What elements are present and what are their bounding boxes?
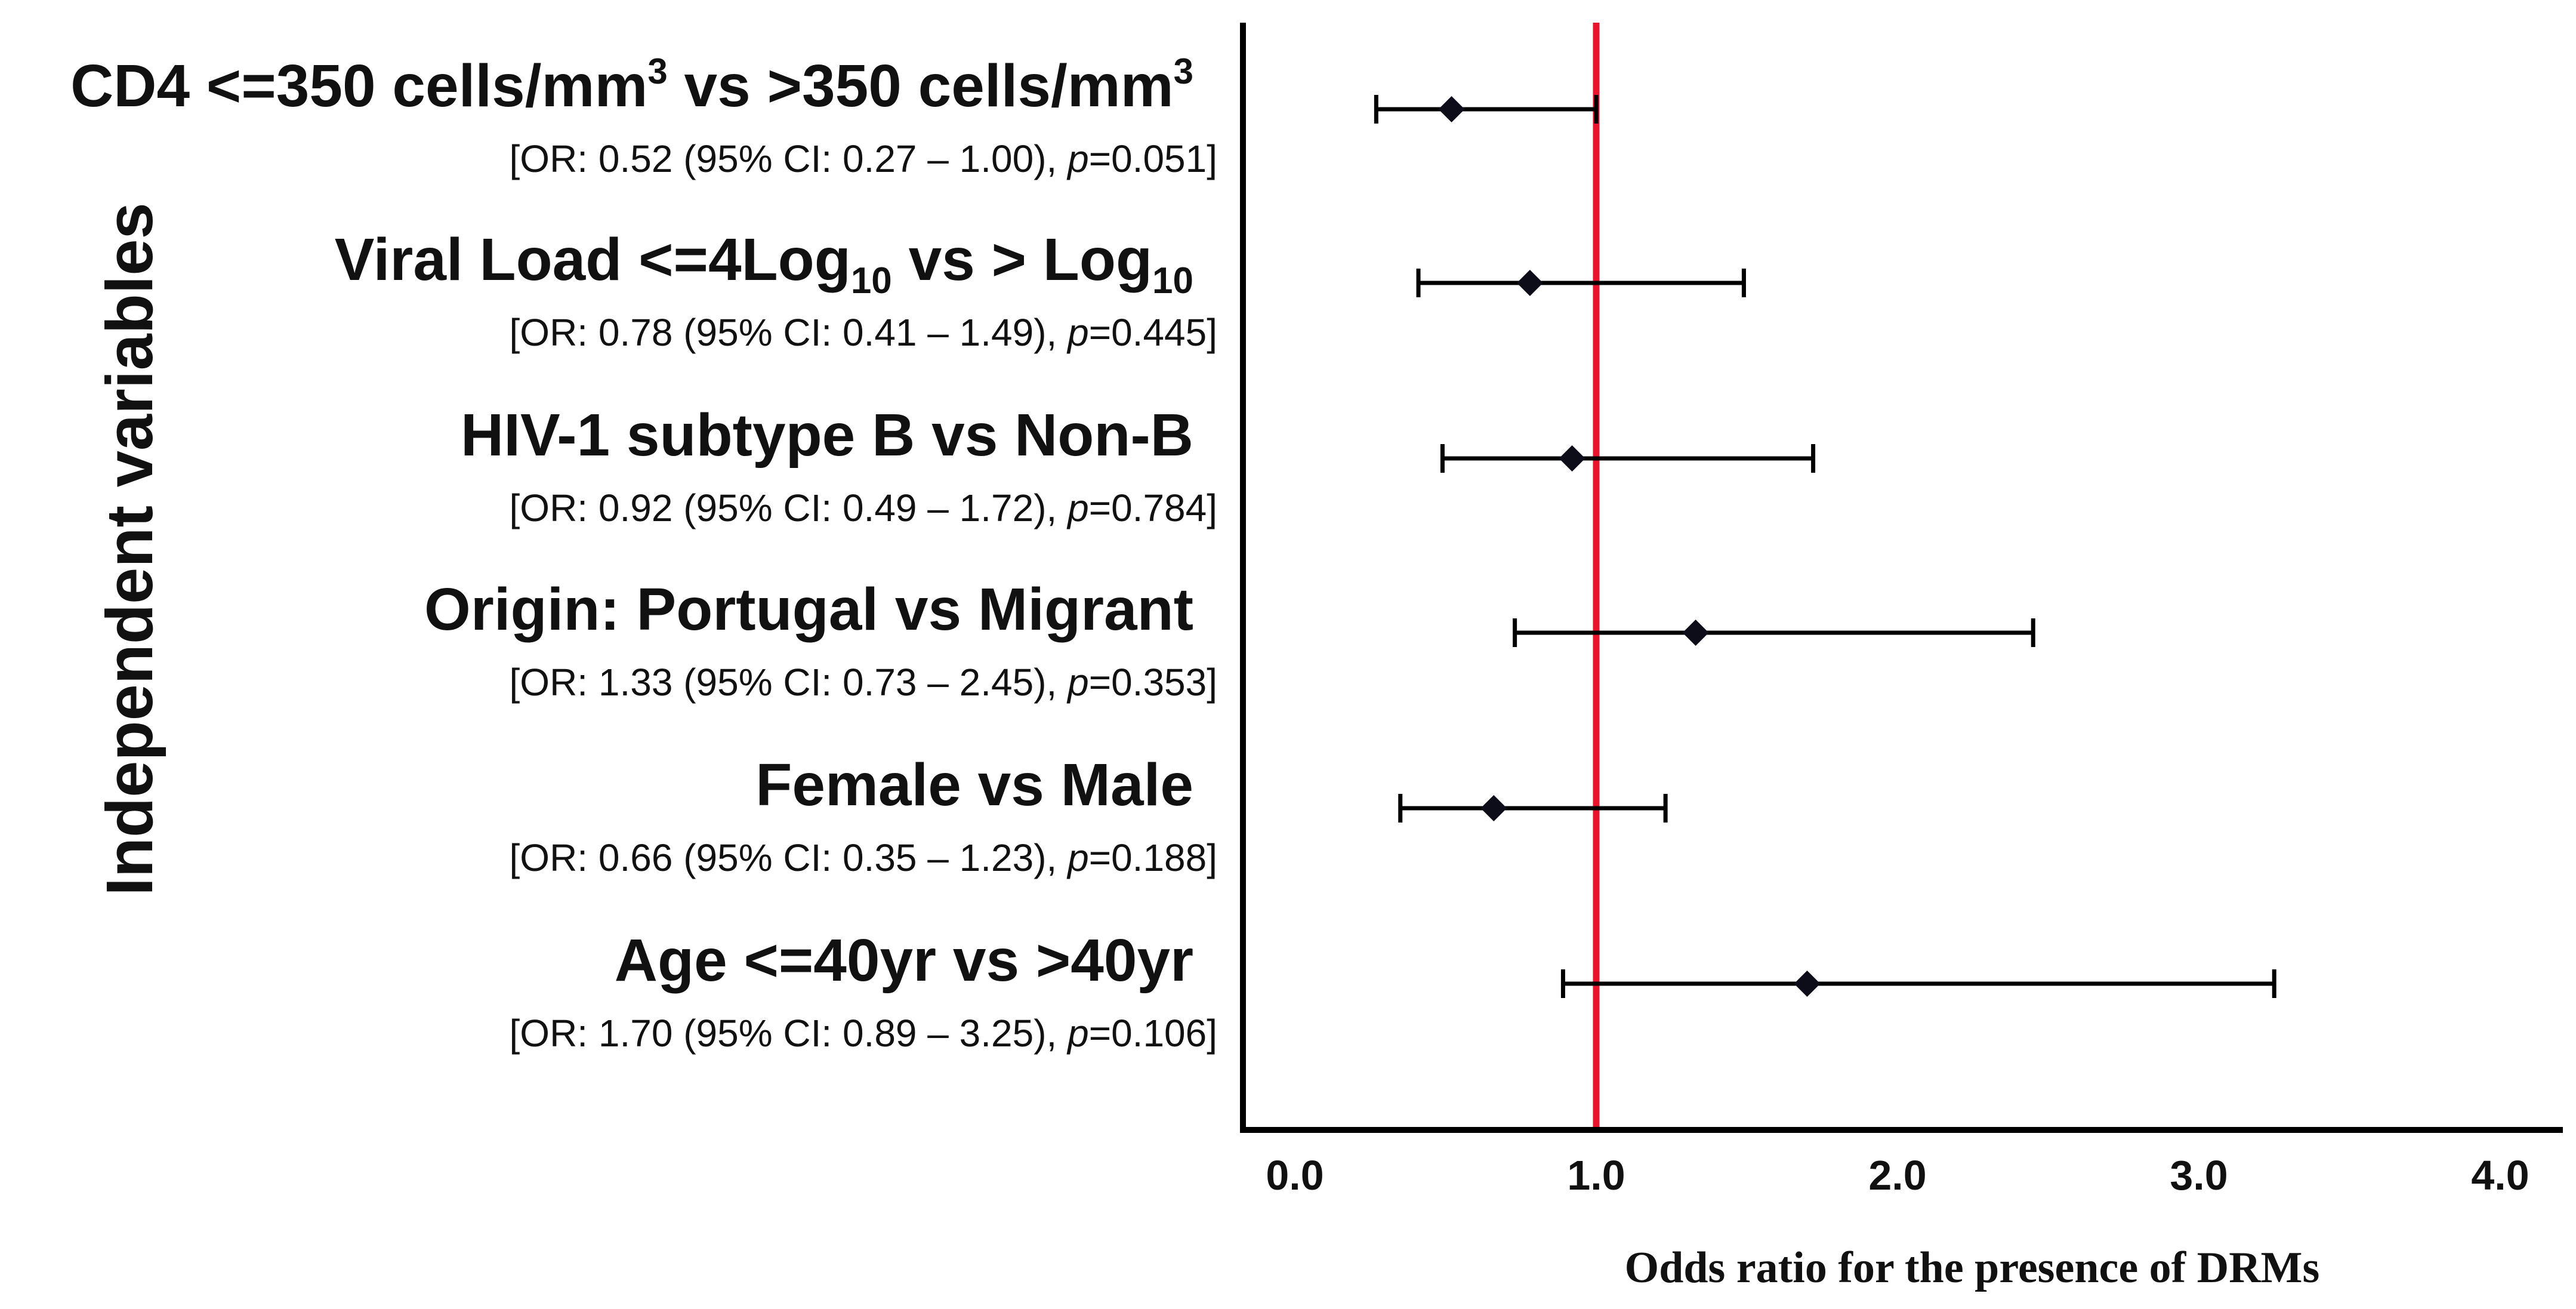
odds-ratio-stats: [OR: 0.52 (95% CI: 0.27 – 1.00), p=0.051…	[510, 137, 1218, 180]
odds-ratio-point	[1516, 270, 1543, 296]
variable-label: Female vs Male	[755, 751, 1193, 818]
stats-text: =0.353]	[1089, 661, 1217, 704]
odds-ratio-point	[1682, 620, 1709, 646]
stats-text: [OR: 0.66 (95% CI: 0.35 – 1.23),	[510, 836, 1068, 879]
stats-text: =0.051]	[1089, 137, 1217, 180]
odds-ratio-stats: [OR: 0.78 (95% CI: 0.41 – 1.49), p=0.445…	[510, 311, 1218, 354]
x-tick-label: 3.0	[2170, 1152, 2228, 1199]
variable-label: HIV-1 subtype B vs Non-B	[461, 402, 1193, 469]
variable-label-text: vs > Log	[892, 226, 1152, 293]
odds-ratio-point	[1438, 96, 1465, 122]
stats-text: =0.188]	[1089, 836, 1217, 879]
x-tick-label: 0.0	[1266, 1152, 1324, 1199]
variable-label: Origin: Portugal vs Migrant	[424, 576, 1193, 643]
variable-label: Viral Load <=4Log10 vs > Log10	[335, 226, 1193, 301]
stats-text: =0.445]	[1089, 311, 1217, 354]
superscript: 3	[1174, 51, 1193, 91]
variable-label-text: Age <=40yr vs >40yr	[615, 927, 1193, 994]
superscript: 3	[647, 51, 667, 91]
p-value-symbol: p	[1066, 1012, 1089, 1055]
stats-text: [OR: 0.78 (95% CI: 0.41 – 1.49),	[510, 311, 1068, 354]
odds-ratio-point	[1794, 971, 1821, 997]
subscript: 10	[1152, 260, 1193, 301]
stats-text: [OR: 0.92 (95% CI: 0.49 – 1.72),	[510, 486, 1068, 529]
variable-label: Age <=40yr vs >40yr	[615, 927, 1193, 994]
variable-label-text: vs >350 cells/mm	[668, 53, 1174, 119]
variable-label: CD4 <=350 cells/mm3 vs >350 cells/mm3	[70, 51, 1193, 119]
p-value-symbol: p	[1066, 137, 1089, 180]
p-value-symbol: p	[1066, 311, 1089, 354]
x-tick-label: 4.0	[2471, 1152, 2529, 1199]
stats-text: [OR: 1.33 (95% CI: 0.73 – 2.45),	[510, 661, 1068, 704]
variable-label-text: Female vs Male	[755, 751, 1193, 818]
odds-ratio-stats: [OR: 1.33 (95% CI: 0.73 – 2.45), p=0.353…	[510, 661, 1218, 704]
x-axis-title: Odds ratio for the presence of DRMs	[1625, 1243, 2320, 1292]
y-axis-title: Independent variables	[93, 202, 166, 895]
variable-label-text: CD4 <=350 cells/mm	[70, 53, 647, 119]
odds-ratio-point	[1480, 795, 1507, 821]
stats-text: =0.106]	[1089, 1012, 1217, 1055]
odds-ratio-stats: [OR: 0.92 (95% CI: 0.49 – 1.72), p=0.784…	[510, 486, 1218, 529]
variable-label-text: Origin: Portugal vs Migrant	[424, 576, 1193, 643]
stats-text: [OR: 0.52 (95% CI: 0.27 – 1.00),	[510, 137, 1068, 180]
variable-label-text: HIV-1 subtype B vs Non-B	[461, 402, 1193, 469]
stats-text: =0.784]	[1089, 486, 1217, 529]
x-tick-label: 2.0	[1868, 1152, 1926, 1199]
odds-ratio-stats: [OR: 0.66 (95% CI: 0.35 – 1.23), p=0.188…	[510, 836, 1218, 879]
x-tick-label: 1.0	[1567, 1152, 1625, 1199]
p-value-symbol: p	[1066, 836, 1089, 879]
p-value-symbol: p	[1066, 661, 1089, 704]
odds-ratio-stats: [OR: 1.70 (95% CI: 0.89 – 3.25), p=0.106…	[510, 1012, 1218, 1055]
odds-ratio-point	[1559, 445, 1585, 472]
p-value-symbol: p	[1066, 486, 1089, 529]
axis-layer: 0.0 1.0 2.0 3.0 4.0 Odds ratio for the presen…	[1240, 23, 2563, 1292]
stats-text: [OR: 1.70 (95% CI: 0.89 – 3.25),	[510, 1012, 1068, 1055]
variable-label-text: Viral Load <=4Log	[335, 226, 851, 293]
subscript: 10	[851, 260, 892, 301]
marks-layer	[1374, 23, 2276, 1127]
